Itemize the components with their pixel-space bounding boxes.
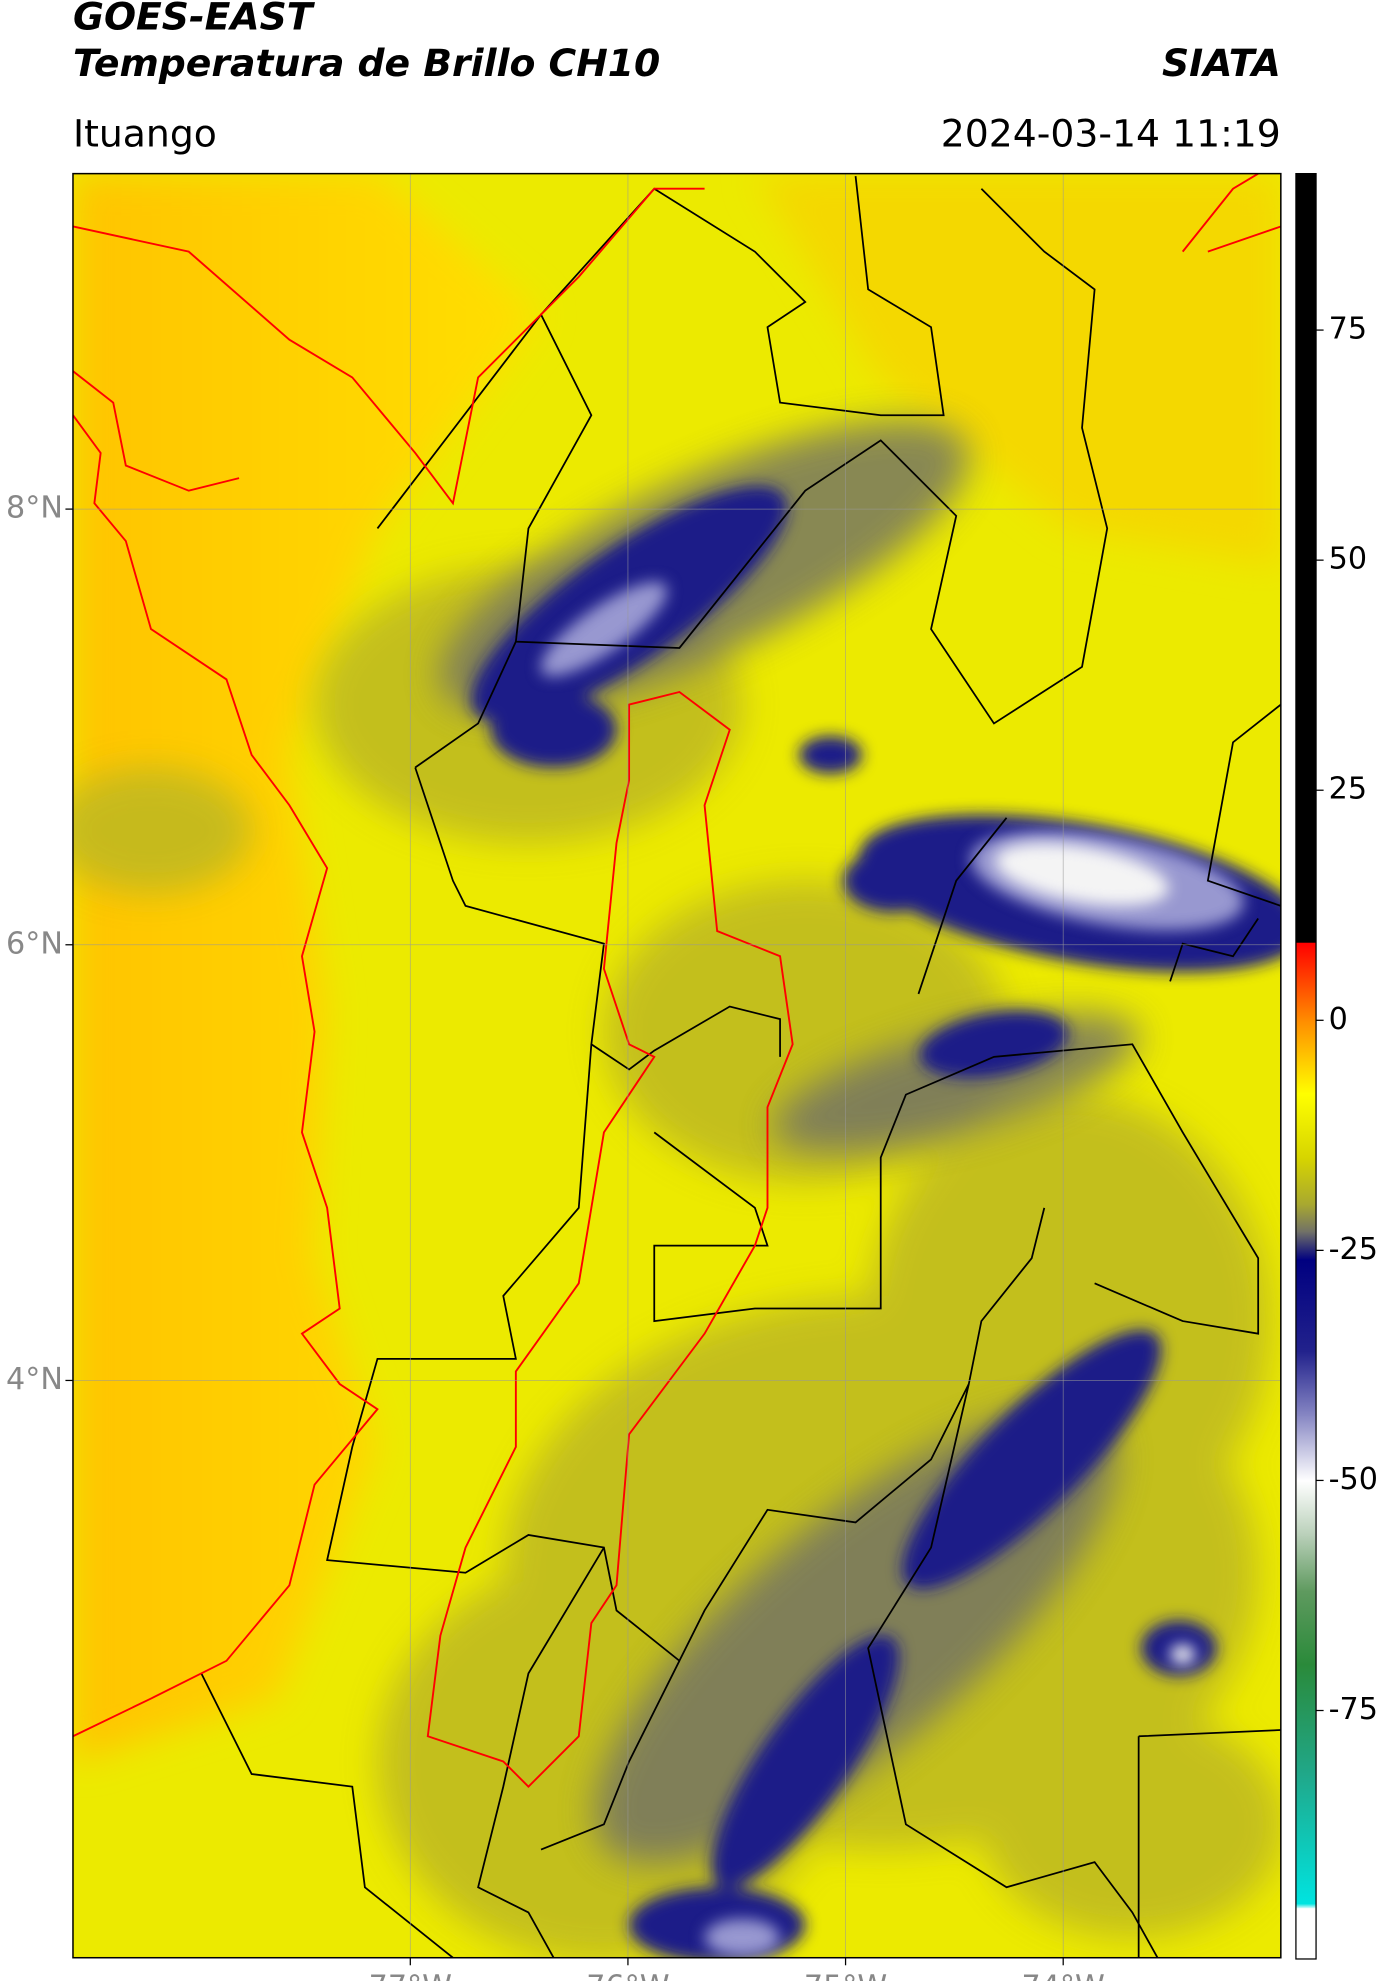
datetime: 2024-03-14 11:19 <box>941 111 1281 155</box>
colorbar-tick-label: -25 <box>1329 1232 1378 1267</box>
brand: SIATA <box>1162 41 1281 85</box>
colorbar-segment <box>1295 1158 1317 1205</box>
colorbar-tick-label: 50 <box>1329 542 1367 577</box>
colorbar-segment <box>1295 1590 1317 1666</box>
lat-tick-label: 8°N <box>6 491 63 526</box>
location: Ituango <box>73 111 217 155</box>
colorbar-segment <box>1295 942 1317 1021</box>
colorbar-segment <box>1295 1535 1317 1592</box>
colorbar-frame <box>1295 172 1317 1960</box>
colorbar-segment <box>1295 1664 1317 1776</box>
lon-tick-label: 76°W <box>586 1969 669 1981</box>
colorbar-segment <box>1295 1480 1317 1537</box>
colorbar-tick-label: -75 <box>1329 1692 1378 1727</box>
satellite-title: GOES-EAST <box>73 0 316 38</box>
colorbar-segment <box>1295 942 1317 944</box>
colorbar-segment <box>1295 1259 1317 1353</box>
colorbar-segment <box>1295 1774 1317 1905</box>
colorbar-segment <box>1295 1204 1317 1233</box>
colorbar-segment <box>1295 1416 1317 1482</box>
colorbar-segment <box>1295 1093 1317 1159</box>
colorbar-segment <box>1295 1020 1317 1095</box>
lat-tick-label: 4°N <box>6 1362 63 1397</box>
map-frame <box>72 172 1282 1959</box>
lat-tick-label: 6°N <box>6 926 63 961</box>
colorbar-tick-label: 0 <box>1329 1002 1348 1037</box>
colorbar-segment <box>1295 1231 1317 1261</box>
colorbar-tick-label: 75 <box>1329 312 1367 347</box>
colorbar-segment <box>1295 1908 1317 1960</box>
colorbar-tick-label: -50 <box>1329 1462 1378 1497</box>
colorbar-segment <box>1295 1351 1317 1417</box>
lon-tick-label: 74°W <box>1022 1969 1105 1981</box>
colorbar-segment <box>1295 1903 1317 1909</box>
colorbar-segment <box>1295 173 1317 943</box>
colorbar-tick-label: 25 <box>1329 772 1367 807</box>
lon-tick-label: 77°W <box>369 1969 452 1981</box>
lon-tick-label: 75°W <box>804 1969 887 1981</box>
product-title: Temperatura de Brillo CH10 <box>73 41 660 85</box>
map-image <box>72 173 1281 1958</box>
